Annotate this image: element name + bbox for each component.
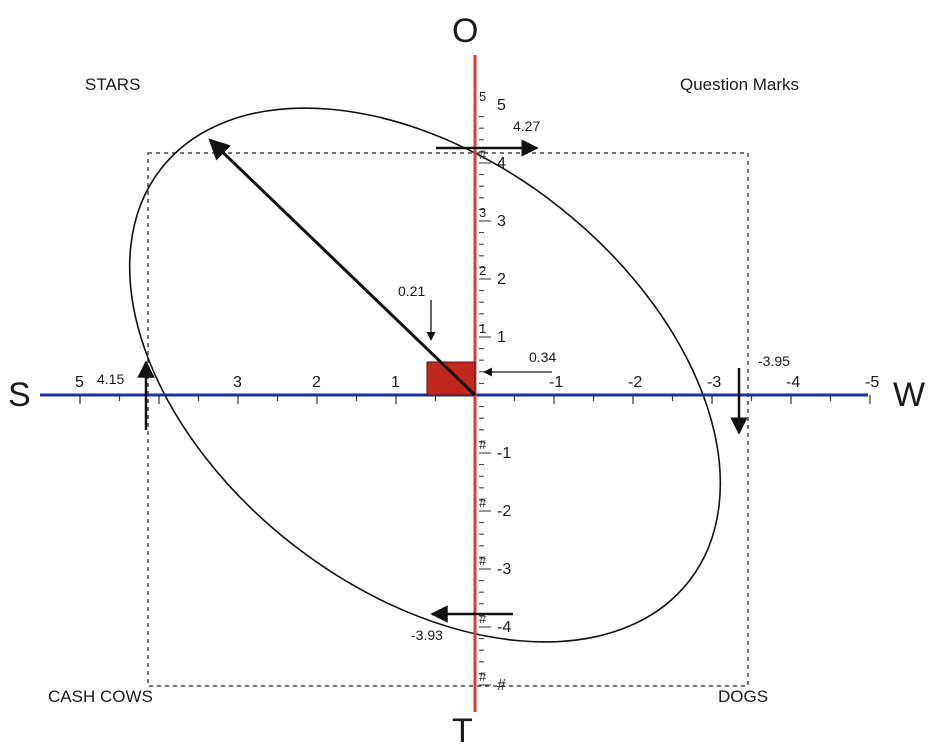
v-tick-inner-label: 2 xyxy=(479,263,486,278)
strategy-ellipse xyxy=(128,107,722,643)
h-tick-label: -3 xyxy=(707,374,721,391)
vertical-tick-labels: 55 #4 33 22 11 # -1 # -2 # -3 # -4 # # xyxy=(479,89,511,694)
h-tick-label: 2 xyxy=(312,374,321,391)
vertical-tick-marks xyxy=(479,116,491,686)
quadrant-stars: STARS xyxy=(85,75,140,94)
threats-value: -3.93 xyxy=(411,627,443,643)
strengths-value: 4.15 xyxy=(97,371,124,387)
v-tick-label: 3 xyxy=(497,213,506,230)
axis-label-opportunities: O xyxy=(452,12,478,50)
h-tick-label: 1 xyxy=(391,374,400,391)
v-tick-inner-label: # xyxy=(479,553,487,568)
v-tick-inner-label: # xyxy=(479,437,487,452)
resultant-vector-arrow xyxy=(208,138,477,397)
v-tick-label: 4 xyxy=(497,155,506,172)
point-y-value: 0.21 xyxy=(398,283,425,299)
v-tick-inner-label: # xyxy=(479,147,487,162)
v-tick-label: -4 xyxy=(497,619,511,636)
strategic-position-box xyxy=(426,361,476,396)
axis-label-weaknesses: W xyxy=(893,376,925,414)
h-tick-label: -5 xyxy=(865,374,879,391)
horizontal-tick-labels: 5 3 2 1 -1 -2 -3 -4 -5 xyxy=(75,374,879,391)
point-x-value: 0.34 xyxy=(529,349,556,365)
v-tick-inner-label: 1 xyxy=(479,321,486,336)
v-tick-label: 2 xyxy=(497,271,506,288)
v-tick-label: 5 xyxy=(497,97,506,114)
v-tick-inner-label: # xyxy=(479,495,487,510)
v-tick-inner-label: 5 xyxy=(479,89,486,104)
axis-label-threats: T xyxy=(452,712,473,744)
quadrant-dogs: DOGS xyxy=(718,687,768,706)
quadrant-cash-cows: CASH COWS xyxy=(48,687,153,706)
h-tick-label: -4 xyxy=(786,374,800,391)
h-tick-label: 5 xyxy=(75,374,84,391)
opportunities-value: 4.27 xyxy=(513,118,540,134)
v-tick-inner-label: 3 xyxy=(479,205,486,220)
quadrant-question-marks: Question Marks xyxy=(680,75,799,94)
axis-label-strengths: S xyxy=(8,376,31,414)
h-tick-label: 3 xyxy=(233,374,242,391)
v-tick-inner-label: # xyxy=(479,669,487,684)
v-tick-label: 1 xyxy=(497,329,506,346)
h-tick-label: -2 xyxy=(628,374,642,391)
v-tick-label: -1 xyxy=(497,445,511,462)
horizontal-tick-marks xyxy=(79,395,871,404)
v-tick-label: # xyxy=(497,677,506,694)
h-tick-label: -1 xyxy=(549,374,563,391)
weaknesses-value: -3.95 xyxy=(758,353,790,369)
dashed-frame xyxy=(147,152,749,687)
v-tick-label: -3 xyxy=(497,561,511,578)
v-tick-label: -2 xyxy=(497,503,511,520)
v-tick-inner-label: # xyxy=(479,611,487,626)
